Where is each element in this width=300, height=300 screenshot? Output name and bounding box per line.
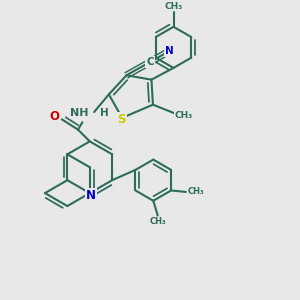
Text: H: H [100, 109, 109, 118]
Text: NH: NH [70, 109, 89, 118]
Text: CH₃: CH₃ [164, 2, 183, 11]
Text: CH₃: CH₃ [175, 111, 193, 120]
Text: N: N [86, 189, 96, 202]
Text: CH₃: CH₃ [149, 218, 166, 226]
Text: C: C [146, 57, 154, 67]
Text: O: O [50, 110, 59, 124]
Text: N: N [165, 46, 173, 56]
Text: CH₃: CH₃ [188, 188, 204, 196]
Text: S: S [117, 113, 126, 126]
